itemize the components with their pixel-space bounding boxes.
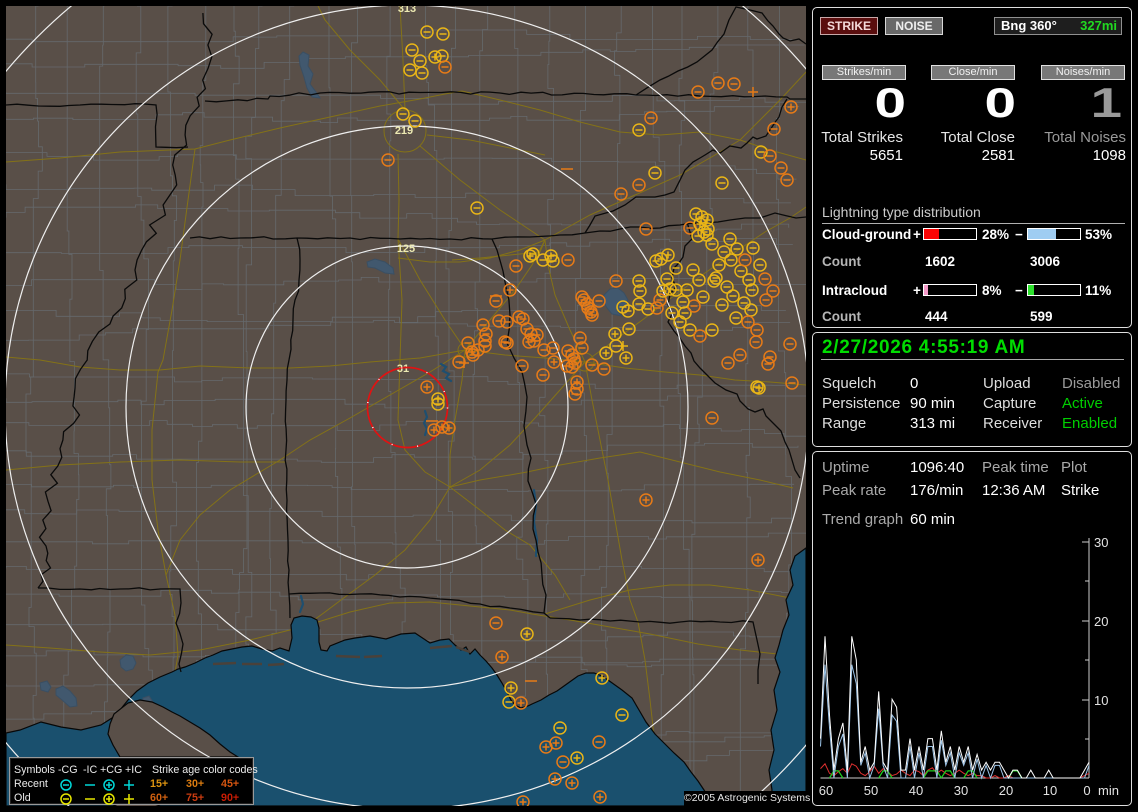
svg-text:min: min	[1098, 783, 1119, 798]
svg-text:219: 219	[395, 125, 413, 137]
svg-text:30: 30	[1094, 535, 1108, 550]
svg-text:30: 30	[954, 783, 968, 798]
svg-text:10: 10	[1094, 693, 1108, 708]
svg-text:20: 20	[999, 783, 1013, 798]
svg-text:40: 40	[909, 783, 923, 798]
svg-text:60: 60	[819, 783, 833, 798]
svg-text:31: 31	[397, 363, 409, 375]
svg-text:10: 10	[1043, 783, 1057, 798]
svg-text:50: 50	[864, 783, 878, 798]
svg-text:20: 20	[1094, 614, 1108, 629]
svg-text:125: 125	[397, 243, 415, 255]
svg-text:0: 0	[1083, 783, 1090, 798]
svg-text:313: 313	[398, 6, 416, 15]
